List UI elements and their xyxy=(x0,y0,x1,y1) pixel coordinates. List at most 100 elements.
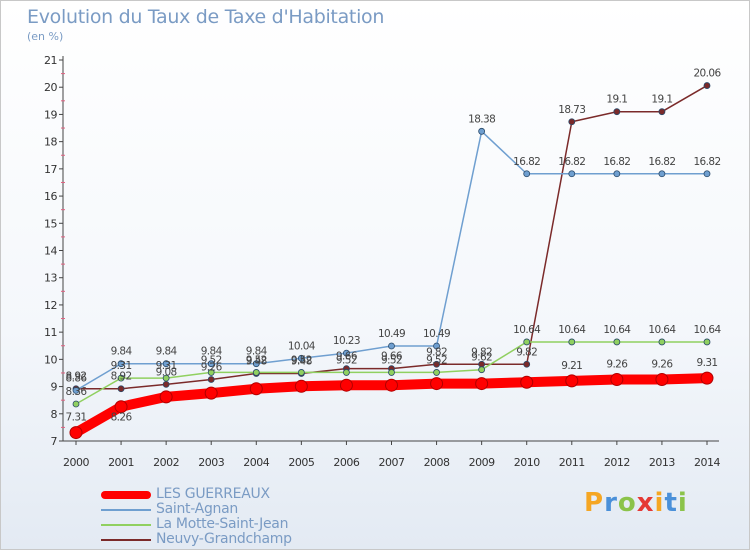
x-tick-label: 2001 xyxy=(108,456,134,469)
data-point xyxy=(162,380,170,388)
x-tick-label: 2012 xyxy=(604,456,630,469)
data-label: 9.62 xyxy=(471,352,492,364)
data-point xyxy=(388,369,395,376)
data-point xyxy=(385,378,398,392)
data-label: 9.84 xyxy=(201,346,223,358)
data-label: 9.52 xyxy=(336,354,357,366)
data-label: 10.64 xyxy=(603,324,631,336)
data-point xyxy=(207,360,215,368)
data-point xyxy=(478,127,486,135)
data-label: 9.26 xyxy=(651,358,673,370)
y-tick-label: 19 xyxy=(44,108,57,121)
data-label: 9.84 xyxy=(111,346,133,358)
x-tick-label: 2004 xyxy=(243,456,269,469)
data-label: 9.52 xyxy=(201,354,222,366)
x-tick-label: 2011 xyxy=(559,456,585,469)
data-label: 9.66 xyxy=(381,351,403,363)
data-label: 10.04 xyxy=(288,340,316,352)
y-tick-label: 18 xyxy=(44,136,57,149)
y-tick-label: 8 xyxy=(51,408,58,421)
data-label: 10.64 xyxy=(558,324,586,336)
x-tick-label: 2013 xyxy=(649,456,675,469)
x-tick-label: 2002 xyxy=(153,456,179,469)
y-tick-label: 20 xyxy=(44,81,57,94)
data-point xyxy=(339,378,353,392)
legend-swatch-saint-agnan xyxy=(101,509,151,511)
data-label: 10.49 xyxy=(423,328,450,340)
data-label: 9.52 xyxy=(246,354,267,366)
data-point xyxy=(207,376,215,383)
data-point xyxy=(72,400,80,408)
data-point xyxy=(433,369,440,376)
y-tick-label: 11 xyxy=(44,326,57,339)
x-tick-label: 2009 xyxy=(469,456,495,469)
data-point xyxy=(658,108,666,116)
data-label: 8.92 xyxy=(111,371,132,383)
data-point xyxy=(703,170,711,178)
data-point xyxy=(613,108,621,116)
data-point xyxy=(294,379,308,393)
logo-letter: i xyxy=(654,488,665,518)
data-label: 18.38 xyxy=(468,113,495,125)
y-tick-label: 9 xyxy=(51,381,58,394)
data-point xyxy=(568,118,576,126)
data-label: 9.48 xyxy=(246,356,267,368)
legend-swatch-neuvy-grandchamp xyxy=(101,539,151,541)
proxiti-logo: Proxiti xyxy=(584,488,688,518)
data-point xyxy=(297,354,305,362)
x-tick-label: 2005 xyxy=(288,456,314,469)
x-tick-label: 2010 xyxy=(514,456,540,469)
data-point xyxy=(204,386,218,400)
data-point xyxy=(343,369,350,376)
data-point xyxy=(72,386,80,394)
y-tick-label: 16 xyxy=(44,190,57,203)
data-label: 9.48 xyxy=(291,356,312,368)
data-point xyxy=(388,342,395,350)
data-label: 20.06 xyxy=(693,68,721,80)
data-point xyxy=(568,170,576,178)
data-point xyxy=(703,82,711,89)
data-label: 8.36 xyxy=(66,386,88,398)
data-label: 9.84 xyxy=(156,346,178,358)
data-label: 9.21 xyxy=(561,360,582,372)
chart-subtitle: (en %) xyxy=(27,30,64,43)
legend-label-la-motte-saint-jean: La Motte-Saint-Jean xyxy=(156,516,289,532)
data-point xyxy=(117,374,125,382)
data-point xyxy=(703,338,711,346)
data-point xyxy=(610,372,624,386)
data-point xyxy=(700,371,714,385)
y-tick-label: 7 xyxy=(51,435,58,448)
data-label: 10.49 xyxy=(378,328,405,340)
data-point xyxy=(523,338,531,346)
data-label: 19.1 xyxy=(606,94,627,106)
data-label: 18.73 xyxy=(558,104,585,116)
data-label: 9.31 xyxy=(156,360,177,372)
data-label: 8.92 xyxy=(66,371,87,383)
data-point xyxy=(162,360,170,368)
data-point xyxy=(252,360,260,368)
data-point xyxy=(613,338,621,346)
logo-letter: o xyxy=(617,488,637,518)
data-label: 19.1 xyxy=(651,94,672,106)
logo-letter: r xyxy=(604,488,618,518)
legend-swatch-les-guerreaux xyxy=(101,491,151,499)
logo-letter: t xyxy=(664,488,678,518)
data-label: 9.66 xyxy=(336,351,358,363)
data-label: 9.31 xyxy=(111,360,132,372)
data-label: 9.26 xyxy=(606,358,628,370)
data-label: 9.26 xyxy=(201,361,223,373)
data-label: 10.64 xyxy=(693,324,721,336)
data-point xyxy=(117,360,125,368)
data-label: 16.82 xyxy=(603,156,630,168)
data-label: 9.84 xyxy=(246,346,268,358)
data-point xyxy=(162,374,170,382)
data-label: 9.31 xyxy=(697,357,718,369)
data-point xyxy=(478,366,486,374)
chart-title: Evolution du Taux de Taxe d'Habitation xyxy=(27,6,385,28)
y-tick-label: 13 xyxy=(44,272,57,285)
data-label: 16.82 xyxy=(693,156,720,168)
data-label: 10.64 xyxy=(648,324,676,336)
data-point xyxy=(207,369,215,376)
data-point xyxy=(475,377,489,391)
